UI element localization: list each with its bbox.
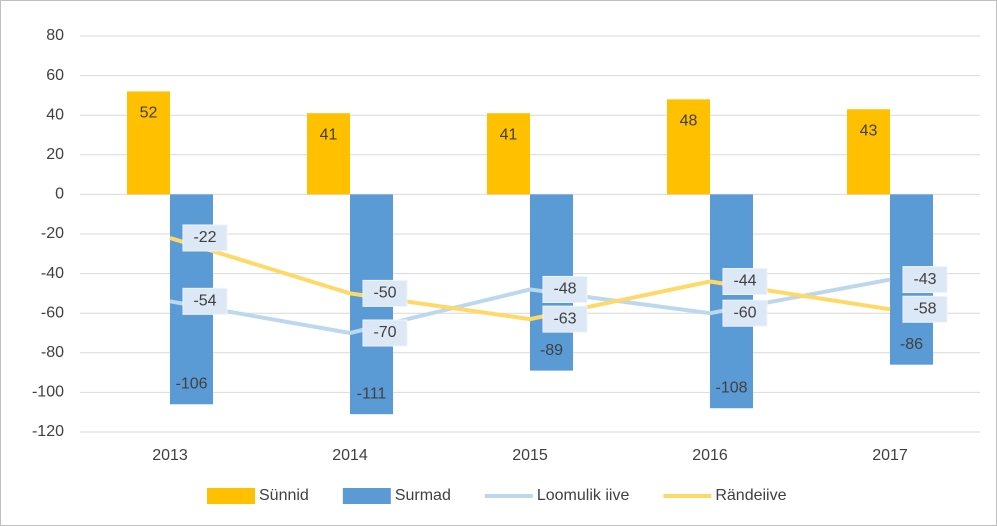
x-tick-label: 2015	[512, 447, 548, 464]
data-label: -22	[193, 229, 216, 246]
data-label-box	[722, 299, 768, 327]
data-label-box	[362, 279, 408, 307]
data-label-box	[542, 275, 588, 303]
y-tick-label: -60	[41, 304, 64, 321]
line	[169, 236, 891, 322]
data-label: -70	[373, 324, 396, 341]
data-label: 41	[320, 126, 338, 143]
data-label-box	[902, 266, 948, 294]
legend-label: Loomulik iive	[537, 487, 630, 504]
y-tick-label: 0	[55, 186, 64, 203]
data-label-box	[182, 224, 228, 252]
data-label: -60	[733, 304, 756, 321]
bar	[847, 109, 890, 195]
data-label-box	[362, 319, 408, 347]
y-tick-label: 40	[46, 106, 64, 123]
data-label-box	[542, 305, 588, 333]
y-tick-label: -20	[41, 225, 64, 242]
data-label: -108	[715, 379, 747, 396]
y-tick-label: -120	[32, 423, 64, 440]
legend-swatch	[342, 488, 391, 504]
data-label: -54	[193, 293, 216, 310]
legend-label: Sünnid	[259, 487, 309, 504]
data-label: -43	[913, 271, 936, 288]
x-tick-label: 2017	[872, 447, 908, 464]
y-tick-label: 20	[46, 146, 64, 163]
line	[169, 277, 891, 335]
bar	[307, 113, 350, 195]
data-label-box	[902, 295, 948, 323]
y-tick-label: -40	[41, 265, 64, 282]
data-label: -63	[553, 310, 576, 327]
y-tick-label: 60	[46, 67, 64, 84]
data-label: -48	[553, 281, 576, 298]
legend-label: Surmad	[395, 487, 451, 504]
data-label: 52	[140, 105, 158, 122]
data-label-box	[722, 268, 768, 296]
y-tick-label: -100	[32, 384, 64, 401]
x-tick-label: 2013	[152, 447, 188, 464]
data-label: 48	[680, 113, 698, 130]
legend-swatch	[207, 488, 255, 504]
data-label: -86	[900, 336, 923, 353]
y-tick-label: 80	[46, 27, 64, 44]
data-label-box	[182, 287, 228, 315]
data-label: -111	[357, 385, 387, 402]
y-tick-label: -80	[41, 344, 64, 361]
data-label: 43	[860, 122, 878, 139]
data-label: -106	[175, 375, 207, 392]
data-label: 41	[500, 126, 518, 143]
data-label: -58	[913, 300, 936, 317]
data-label: -44	[733, 273, 756, 290]
x-tick-label: 2016	[692, 447, 728, 464]
bar	[127, 91, 170, 195]
bar	[487, 113, 530, 195]
legend-label: Rändeiive	[715, 487, 786, 504]
data-label: -50	[373, 285, 396, 302]
bar	[667, 99, 710, 195]
x-tick-label: 2014	[332, 447, 368, 464]
data-label: -89	[540, 342, 563, 359]
